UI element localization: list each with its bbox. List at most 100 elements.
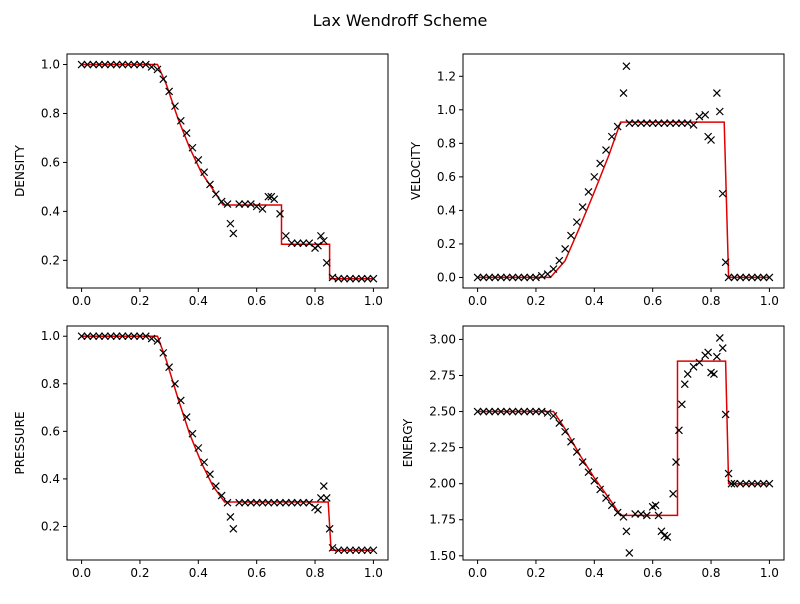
- data-point-x-marker: [549, 265, 558, 273]
- data-point-x-marker: [677, 400, 686, 409]
- x-tick-label: 0.0: [468, 566, 487, 580]
- data-point-x-marker: [613, 122, 622, 131]
- numerical-markers: [473, 334, 774, 557]
- data-point-x-marker: [319, 482, 328, 490]
- data-point-x-marker: [549, 411, 558, 420]
- data-point-x-marker: [491, 407, 500, 416]
- data-point-x-marker: [223, 200, 232, 208]
- data-point-x-marker: [276, 209, 284, 218]
- y-tick-label: 1.2: [437, 69, 456, 83]
- data-point-x-marker: [118, 332, 127, 341]
- data-point-x-marker: [340, 546, 349, 555]
- data-point-x-marker: [159, 75, 168, 84]
- data-point-x-marker: [357, 274, 366, 283]
- y-tick-label: 0.2: [41, 253, 60, 267]
- data-point-x-marker: [194, 444, 203, 452]
- data-point-x-marker: [532, 273, 540, 282]
- data-point-x-marker: [293, 239, 302, 248]
- data-point-x-marker: [715, 334, 724, 342]
- data-point-x-marker: [631, 510, 640, 518]
- data-point-x-marker: [631, 119, 640, 128]
- data-point-x-marker: [305, 239, 314, 248]
- data-point-x-marker: [567, 231, 575, 240]
- data-point-x-marker: [479, 273, 488, 282]
- y-tick-label: 0.8: [41, 106, 60, 120]
- data-point-x-marker: [206, 470, 214, 479]
- data-point-x-marker: [561, 245, 570, 253]
- data-point-x-marker: [112, 60, 121, 69]
- data-point-x-marker: [602, 146, 610, 154]
- data-point-x-marker: [666, 119, 675, 128]
- data-point-x-marker: [206, 180, 214, 189]
- y-tick-label: 2.75: [429, 368, 456, 382]
- y-tick-label: 1.0: [41, 58, 60, 72]
- x-tick-label: 0.4: [585, 294, 604, 308]
- x-tick-label: 1.0: [760, 566, 779, 580]
- data-point-x-marker: [319, 236, 328, 245]
- data-point-x-marker: [520, 407, 529, 416]
- data-point-x-marker: [520, 273, 529, 282]
- data-point-x-marker: [642, 511, 651, 520]
- data-point-x-marker: [77, 60, 86, 69]
- data-point-x-marker: [543, 409, 552, 417]
- x-tick-label: 0.6: [643, 294, 662, 308]
- data-point-x-marker: [217, 197, 226, 206]
- data-point-x-marker: [334, 274, 343, 283]
- data-point-x-marker: [328, 543, 337, 552]
- data-point-x-marker: [176, 116, 185, 125]
- data-point-x-marker: [188, 143, 197, 152]
- data-point-x-marker: [182, 129, 191, 137]
- data-point-x-marker: [747, 273, 756, 282]
- data-point-x-marker: [89, 60, 98, 69]
- data-point-x-marker: [351, 546, 360, 555]
- data-point-x-marker: [537, 407, 546, 416]
- y-tick-label: 0.4: [41, 472, 60, 486]
- data-point-x-marker: [124, 60, 133, 69]
- data-point-x-marker: [136, 60, 144, 69]
- data-point-x-marker: [176, 396, 185, 405]
- data-point-x-marker: [637, 119, 645, 128]
- data-point-x-marker: [742, 273, 750, 282]
- data-point-x-marker: [753, 479, 762, 488]
- data-point-x-marker: [654, 511, 663, 520]
- y-tick-label: 0.4: [437, 203, 456, 217]
- x-tick-label: 0.0: [72, 566, 91, 580]
- data-point-x-marker: [672, 119, 680, 128]
- data-point-x-marker: [736, 273, 745, 282]
- data-point-x-marker: [346, 274, 354, 283]
- exact-solution-line: [81, 63, 374, 280]
- data-point-x-marker: [171, 102, 179, 111]
- data-point-x-marker: [669, 489, 678, 498]
- data-point-x-marker: [159, 348, 168, 357]
- data-point-x-marker: [165, 87, 174, 96]
- data-point-x-marker: [153, 337, 162, 345]
- data-point-x-marker: [672, 458, 680, 466]
- data-point-x-marker: [200, 458, 209, 467]
- data-point-x-marker: [622, 527, 631, 536]
- y-axis-label: VELOCITY: [409, 141, 423, 200]
- y-tick-label: 1.0: [41, 329, 60, 343]
- data-point-x-marker: [704, 348, 713, 357]
- data-point-x-marker: [226, 219, 235, 228]
- data-point-x-marker: [101, 60, 109, 69]
- data-point-x-marker: [724, 469, 733, 478]
- x-tick-label: 0.6: [247, 294, 266, 308]
- data-point-x-marker: [619, 89, 628, 97]
- data-point-x-marker: [613, 508, 622, 517]
- data-point-x-marker: [322, 258, 331, 267]
- data-point-x-marker: [101, 332, 109, 341]
- axes-frame: [462, 53, 785, 289]
- data-point-x-marker: [567, 437, 575, 446]
- data-point-x-marker: [287, 239, 296, 248]
- data-point-x-marker: [369, 546, 378, 555]
- data-point-x-marker: [334, 546, 343, 555]
- data-point-x-marker: [281, 231, 290, 240]
- data-point-x-marker: [753, 273, 762, 282]
- data-point-x-marker: [200, 168, 209, 177]
- data-point-x-marker: [264, 192, 273, 201]
- data-point-x-marker: [246, 200, 255, 208]
- y-axis-label: ENERGY: [401, 418, 415, 467]
- data-point-x-marker: [607, 132, 616, 141]
- data-point-x-marker: [765, 273, 774, 282]
